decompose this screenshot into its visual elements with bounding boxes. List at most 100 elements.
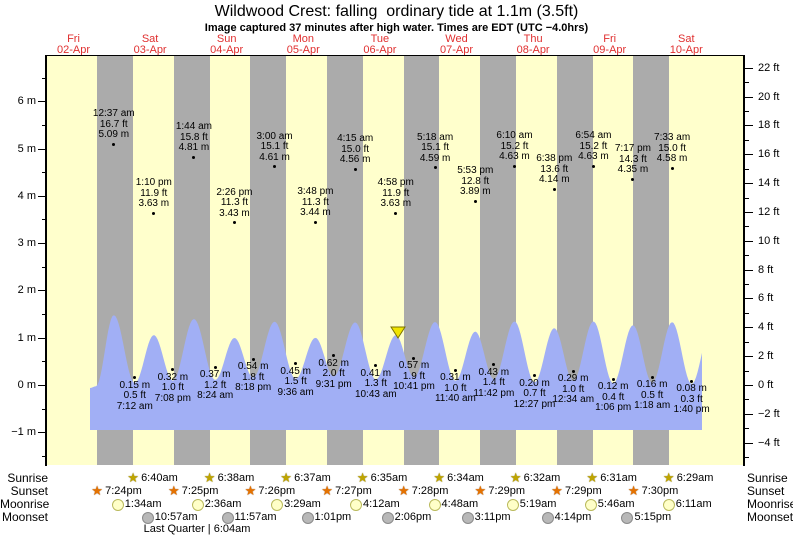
tide-point-dot <box>112 142 116 146</box>
tide-point-dot <box>533 374 537 378</box>
tide-label-low: 0.37 m 1.2 ft 8:24 am <box>197 369 234 402</box>
left-axis-tick <box>38 243 46 245</box>
tide-label-low: 0.29 m 1.0 ft 12:34 am <box>552 373 595 406</box>
moonrise-icon <box>506 499 519 511</box>
tide-point-dot <box>374 364 378 368</box>
tide-label-high: 4:58 pm 11.9 ft 3.63 m <box>377 177 414 210</box>
astro-time: 6:40am <box>141 472 178 484</box>
day-date: 10-Apr <box>669 44 703 56</box>
day-date: 03-Apr <box>133 44 167 56</box>
left-axis-minor-tick <box>42 361 46 363</box>
moonset-icon <box>621 512 634 524</box>
left-axis-tick-label: 0 m <box>17 379 36 391</box>
moonrise-icon <box>350 499 362 511</box>
moonrise-icon <box>191 499 204 511</box>
sunset-star-icon: ★ <box>627 483 640 498</box>
right-axis-tick <box>745 269 753 271</box>
right-axis-minor-tick <box>745 428 749 430</box>
astro-time: 7:25pm <box>181 485 219 497</box>
right-axis-tick-label: 10 ft <box>758 234 780 247</box>
moonrise-icon <box>271 499 284 511</box>
tide-label-high: 12:37 am 16.7 ft 5.09 m <box>92 108 135 141</box>
astro-time: 5:46am <box>597 498 635 510</box>
tide-label-high: 7:33 am 15.0 ft 4.58 m <box>654 132 691 165</box>
right-axis-tick-label: 16 ft <box>758 148 780 161</box>
left-axis-tick <box>38 385 46 386</box>
tide-label-low: 0.08 m 0.3 ft 1:40 pm <box>673 383 710 416</box>
tide-point-dot <box>192 155 196 159</box>
moonrise-icon <box>428 499 441 511</box>
row-label-moonrise-right: Moonrise <box>747 497 793 511</box>
right-axis-tick-label: 2 ft <box>758 350 774 363</box>
row-label-sunset-right: Sunset <box>747 484 785 498</box>
tide-point-dot <box>453 368 457 372</box>
day-name: Thu <box>523 33 543 45</box>
day-name: Fri <box>67 33 80 45</box>
sunset-star-icon: ★ <box>397 483 410 498</box>
right-axis-tick-label: 4 ft <box>758 321 774 334</box>
right-axis-tick <box>745 211 753 213</box>
right-axis-tick <box>745 67 753 69</box>
right-axis-tick <box>745 413 753 415</box>
right-axis-minor-tick <box>745 341 749 343</box>
tide-label-low: 0.15 m 0.5 ft 7:12 am <box>116 379 153 412</box>
row-label-sunrise: Sunrise <box>7 471 48 485</box>
sunrise-star-icon: ★ <box>433 470 445 485</box>
day-name: Wed <box>445 33 468 45</box>
right-axis-tick <box>745 154 753 156</box>
day-date: 05-Apr <box>286 44 320 56</box>
left-axis-tick-label: 4 m <box>17 189 36 202</box>
moon-phase-label: Last Quarter | 6:04am <box>143 523 251 535</box>
astro-time: 4:14pm <box>554 511 592 523</box>
right-axis-tick <box>745 298 753 300</box>
right-axis-minor-tick <box>745 111 749 113</box>
right-axis-minor-tick <box>745 226 749 228</box>
right-axis-tick-label: 22 ft <box>758 61 780 74</box>
right-axis-tick <box>745 240 753 242</box>
tide-point-dot <box>552 187 556 191</box>
right-axis-minor-tick <box>745 168 749 170</box>
right-axis-tick-label: 8 ft <box>758 263 774 276</box>
sunset-star-icon: ★ <box>321 483 333 498</box>
sunrise-star-icon: ★ <box>586 470 599 485</box>
day-name: Sat <box>141 33 159 45</box>
sunset-star-icon: ★ <box>167 483 180 498</box>
moonset-icon <box>381 512 394 524</box>
tide-point-dot <box>631 177 635 181</box>
astro-time: 5:19am <box>519 498 557 510</box>
tide-point-dot <box>512 164 516 168</box>
tide-label-low: 0.12 m 0.4 ft 1:06 pm <box>595 381 632 414</box>
day-name: Sat <box>678 33 695 45</box>
row-label-sunset: Sunset <box>10 484 48 498</box>
tide-label-high: 6:38 pm 13.6 ft 4.14 m <box>536 153 573 186</box>
tide-label-low: 0.43 m 1.4 ft 11:42 pm <box>473 366 515 399</box>
row-label-sunrise-right: Sunrise <box>747 471 788 485</box>
left-axis-minor-tick <box>42 77 46 79</box>
left-axis-tick-label: 6 m <box>17 95 36 108</box>
right-axis-minor-tick <box>745 139 749 141</box>
astro-time: 6:29am <box>676 472 714 484</box>
right-axis-minor-tick <box>745 457 749 459</box>
right-axis-tick-label: 18 ft <box>758 119 780 132</box>
tide-point-dot <box>433 166 437 170</box>
day-date: 09-Apr <box>593 44 627 56</box>
left-axis-minor-tick <box>42 455 46 457</box>
astro-time: 7:29pm <box>564 485 602 497</box>
tide-point-dot <box>650 375 654 379</box>
sunrise-star-icon: ★ <box>280 470 292 485</box>
tide-point-dot <box>611 377 615 381</box>
tide-point-dot <box>251 357 255 361</box>
sunset-star-icon: ★ <box>474 483 487 498</box>
astro-time: 3:11pm <box>474 511 511 523</box>
plot-top-border <box>45 55 745 56</box>
right-axis-tick-label: 14 ft <box>758 177 780 190</box>
tide-point-dot <box>332 354 336 358</box>
day-date: 02-Apr <box>56 44 91 56</box>
tide-point-dot <box>473 199 477 203</box>
row-label-moonset: Moonset <box>1 510 48 524</box>
right-axis-minor-tick <box>745 399 749 401</box>
tide-point-dot <box>152 211 156 215</box>
right-axis-line <box>743 55 745 466</box>
tide-label-high: 2:26 pm 11.3 ft 3.43 m <box>216 186 253 219</box>
astro-time: 7:30pm <box>641 485 679 497</box>
